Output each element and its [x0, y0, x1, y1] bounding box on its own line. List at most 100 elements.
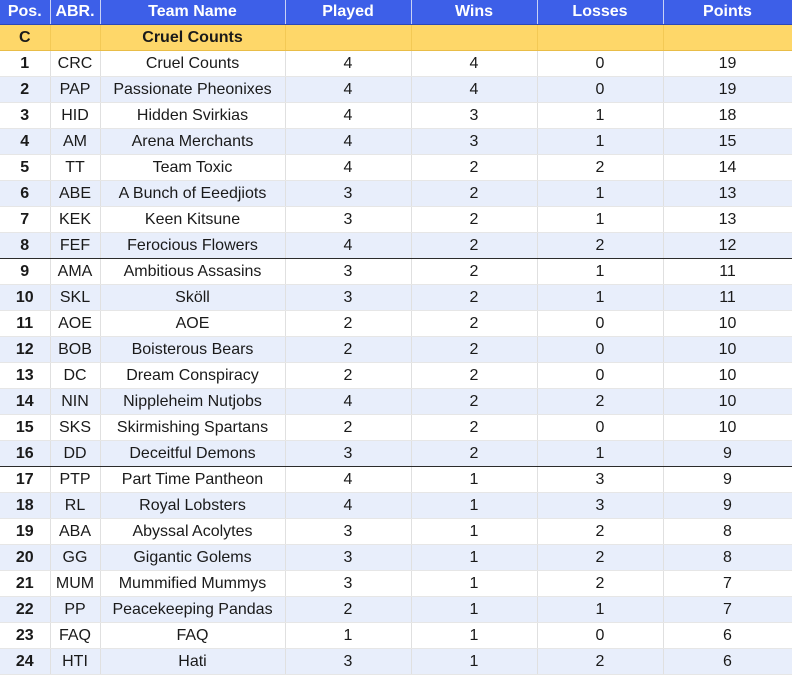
cell-played[interactable]: 4	[285, 154, 412, 181]
cell-played[interactable]: 2	[285, 336, 412, 363]
cell-points[interactable]: 18	[663, 102, 792, 129]
cell-team[interactable]: Peacekeeping Pandas	[100, 596, 286, 623]
cell-abr[interactable]: PTP	[50, 466, 101, 493]
cell-points[interactable]: 19	[663, 76, 792, 103]
cell-abr[interactable]: CRC	[50, 50, 101, 77]
cell-losses[interactable]: 2	[537, 570, 664, 597]
cell-team[interactable]: Hidden Svirkias	[100, 102, 286, 129]
cell-abr[interactable]: TT	[50, 154, 101, 181]
cell-points[interactable]: 11	[663, 284, 792, 311]
cell-points[interactable]: 10	[663, 388, 792, 415]
cell-team[interactable]: Cruel Counts	[100, 50, 286, 77]
cell-played[interactable]: 2	[285, 310, 412, 337]
cell-abr[interactable]: SKL	[50, 284, 101, 311]
cell-team[interactable]: Ambitious Assasins	[100, 258, 286, 285]
cell-pos[interactable]: 5	[0, 154, 51, 181]
column-header-abr[interactable]: ABR.	[50, 0, 101, 25]
cell-wins[interactable]: 2	[411, 258, 538, 285]
cell-wins[interactable]: 1	[411, 570, 538, 597]
cell-team[interactable]: Gigantic Golems	[100, 544, 286, 571]
cell-wins[interactable]: 2	[411, 362, 538, 389]
column-header-points[interactable]: Points	[663, 0, 792, 25]
cell-team[interactable]: Keen Kitsune	[100, 206, 286, 233]
cell-played[interactable]: 2	[285, 362, 412, 389]
cell-points[interactable]: 15	[663, 128, 792, 155]
cell-pos[interactable]: 14	[0, 388, 51, 415]
cell-losses[interactable]: 2	[537, 388, 664, 415]
cell-pos[interactable]: 9	[0, 258, 51, 285]
cell-team[interactable]: Mummified Mummys	[100, 570, 286, 597]
cell-points[interactable]: 13	[663, 180, 792, 207]
cell-abr[interactable]: GG	[50, 544, 101, 571]
cell-abr[interactable]: NIN	[50, 388, 101, 415]
cell-abr[interactable]: HTI	[50, 648, 101, 675]
cell-pos[interactable]: 1	[0, 50, 51, 77]
cell-losses[interactable]: 0	[537, 622, 664, 649]
cell-wins[interactable]: 2	[411, 336, 538, 363]
cell-pos[interactable]: 21	[0, 570, 51, 597]
cell-points[interactable]: 10	[663, 414, 792, 441]
cell-losses[interactable]: 2	[537, 518, 664, 545]
cell-losses[interactable]: 1	[537, 206, 664, 233]
cell-abr[interactable]: ABA	[50, 518, 101, 545]
cell-team[interactable]: A Bunch of Eeedjiots	[100, 180, 286, 207]
cell-points[interactable]: 12	[663, 232, 792, 259]
cell-losses[interactable]: 0	[537, 362, 664, 389]
cell-wins[interactable]: 2	[411, 206, 538, 233]
cell-played[interactable]: 3	[285, 518, 412, 545]
cell-played[interactable]: 3	[285, 544, 412, 571]
cell-played[interactable]: 3	[285, 180, 412, 207]
cell-abr[interactable]: SKS	[50, 414, 101, 441]
cell-team[interactable]: FAQ	[100, 622, 286, 649]
group-empty-cell[interactable]	[411, 24, 538, 51]
cell-team[interactable]: Passionate Pheonixes	[100, 76, 286, 103]
cell-points[interactable]: 14	[663, 154, 792, 181]
cell-played[interactable]: 4	[285, 388, 412, 415]
cell-wins[interactable]: 2	[411, 388, 538, 415]
cell-abr[interactable]: BOB	[50, 336, 101, 363]
cell-points[interactable]: 7	[663, 570, 792, 597]
cell-pos[interactable]: 7	[0, 206, 51, 233]
cell-pos[interactable]: 23	[0, 622, 51, 649]
cell-losses[interactable]: 1	[537, 180, 664, 207]
cell-points[interactable]: 6	[663, 622, 792, 649]
cell-pos[interactable]: 4	[0, 128, 51, 155]
cell-abr[interactable]: FAQ	[50, 622, 101, 649]
column-header-pos[interactable]: Pos.	[0, 0, 51, 25]
cell-played[interactable]: 4	[285, 50, 412, 77]
cell-points[interactable]: 8	[663, 518, 792, 545]
cell-losses[interactable]: 0	[537, 76, 664, 103]
cell-wins[interactable]: 1	[411, 492, 538, 519]
cell-team[interactable]: Nippleheim Nutjobs	[100, 388, 286, 415]
cell-team[interactable]: Abyssal Acolytes	[100, 518, 286, 545]
cell-played[interactable]: 3	[285, 258, 412, 285]
cell-wins[interactable]: 2	[411, 310, 538, 337]
cell-abr[interactable]: ABE	[50, 180, 101, 207]
cell-pos[interactable]: 2	[0, 76, 51, 103]
column-header-losses[interactable]: Losses	[537, 0, 664, 25]
cell-pos[interactable]: 16	[0, 440, 51, 467]
cell-points[interactable]: 9	[663, 440, 792, 467]
cell-played[interactable]: 4	[285, 232, 412, 259]
cell-played[interactable]: 4	[285, 76, 412, 103]
cell-played[interactable]: 3	[285, 570, 412, 597]
cell-pos[interactable]: 11	[0, 310, 51, 337]
column-header-team[interactable]: Team Name	[100, 0, 286, 25]
cell-pos[interactable]: 18	[0, 492, 51, 519]
cell-points[interactable]: 11	[663, 258, 792, 285]
group-empty-cell[interactable]	[50, 24, 101, 51]
cell-played[interactable]: 2	[285, 596, 412, 623]
cell-team[interactable]: Part Time Pantheon	[100, 466, 286, 493]
cell-losses[interactable]: 1	[537, 128, 664, 155]
cell-wins[interactable]: 2	[411, 440, 538, 467]
cell-team[interactable]: Team Toxic	[100, 154, 286, 181]
cell-team[interactable]: Royal Lobsters	[100, 492, 286, 519]
cell-played[interactable]: 4	[285, 492, 412, 519]
cell-wins[interactable]: 1	[411, 518, 538, 545]
cell-points[interactable]: 7	[663, 596, 792, 623]
cell-wins[interactable]: 2	[411, 180, 538, 207]
group-code[interactable]: C	[0, 24, 51, 51]
cell-abr[interactable]: PAP	[50, 76, 101, 103]
cell-losses[interactable]: 0	[537, 414, 664, 441]
cell-wins[interactable]: 2	[411, 154, 538, 181]
